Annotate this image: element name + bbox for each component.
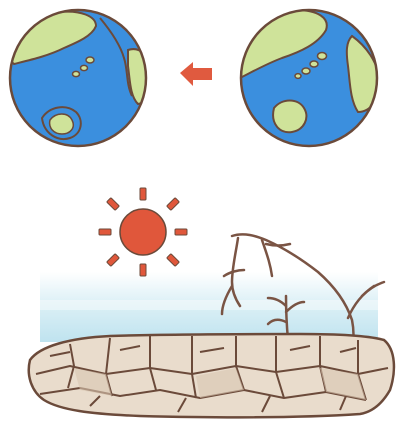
earth-right-globe-icon: [239, 8, 379, 148]
cracked-dry-ground-icon: [27, 332, 396, 419]
sun-icon: [98, 187, 188, 277]
sky-band: [40, 272, 378, 342]
earth-left-globe-icon: [8, 8, 148, 148]
arrow-left-icon: [180, 62, 212, 86]
